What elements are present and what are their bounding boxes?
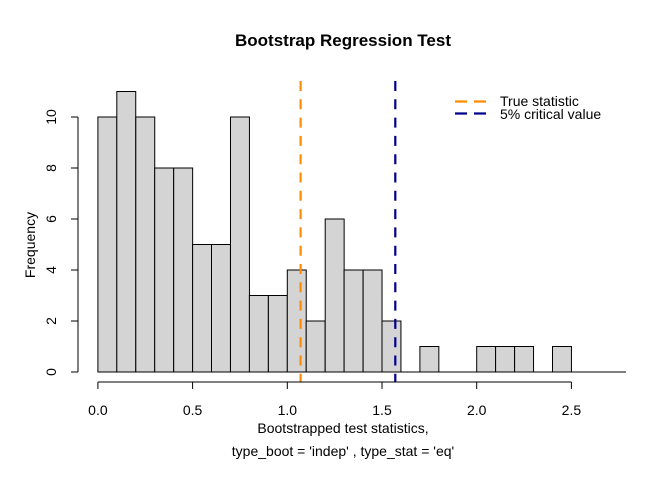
histogram-bar: [211, 244, 231, 373]
y-tick-label: 8: [43, 164, 59, 172]
y-axis: 0 2 4 6 8 10: [43, 109, 79, 376]
histogram-bar: [286, 269, 307, 373]
histogram-bar: [514, 346, 535, 373]
x-axis: 0.0 0.5 1.0 1.5 2.0 2.5: [88, 381, 582, 418]
dashed-line-sample-navy: [455, 112, 488, 115]
legend-label-true-statistic: True statistic: [500, 93, 579, 110]
histogram-bar: [305, 320, 326, 373]
y-tick-label: 0: [43, 368, 59, 376]
histogram-bar: [552, 346, 572, 373]
legend-label-critical-value: 5% critical value: [500, 105, 602, 122]
chart-title: Bootstrap Regression Test: [234, 31, 452, 50]
x-axis-label-line2: type_boot = 'indep' , type_stat = 'eq': [231, 443, 455, 459]
histogram-bar: [97, 116, 118, 373]
histogram-bar: [173, 167, 194, 373]
histogram-bar: [476, 346, 497, 373]
y-tick-label: 2: [43, 317, 59, 325]
y-tick-label: 6: [43, 215, 59, 223]
legend-entry-critical-value: 5% critical value: [455, 105, 602, 122]
y-tick-label: 4: [43, 266, 59, 274]
histogram-bar: [362, 269, 383, 373]
histogram-bar: [135, 116, 156, 373]
histogram-bar: [116, 91, 137, 373]
histogram-bar: [343, 269, 364, 373]
x-tick-label: 2.5: [562, 402, 582, 418]
x-tick-label: 1.0: [278, 402, 298, 418]
x-axis-label-line1: Bootstrapped test statistics,: [257, 420, 429, 436]
x-tick-label: 2.0: [467, 402, 487, 418]
histogram-bars: [97, 91, 572, 373]
legend-entry-true-statistic: True statistic: [455, 93, 601, 110]
histogram-bar: [495, 346, 516, 373]
dashed-line-sample-orange: [455, 100, 488, 103]
histogram-bar: [324, 218, 345, 373]
histogram-bar: [230, 116, 250, 373]
x-tick-label: 0.0: [88, 402, 108, 418]
y-tick-label: 10: [43, 109, 59, 125]
histogram-bar: [381, 320, 402, 373]
x-tick-label: 0.5: [183, 402, 203, 418]
histogram-bar: [419, 346, 440, 373]
y-axis-label: Frequency: [22, 211, 38, 279]
histogram-bar: [267, 295, 288, 373]
histogram-bar: [192, 244, 213, 373]
histogram-bar: [154, 167, 175, 373]
x-tick-label: 1.5: [372, 402, 392, 418]
legend: True statistic 5% critical value: [455, 93, 602, 122]
histogram-bar: [248, 295, 269, 373]
